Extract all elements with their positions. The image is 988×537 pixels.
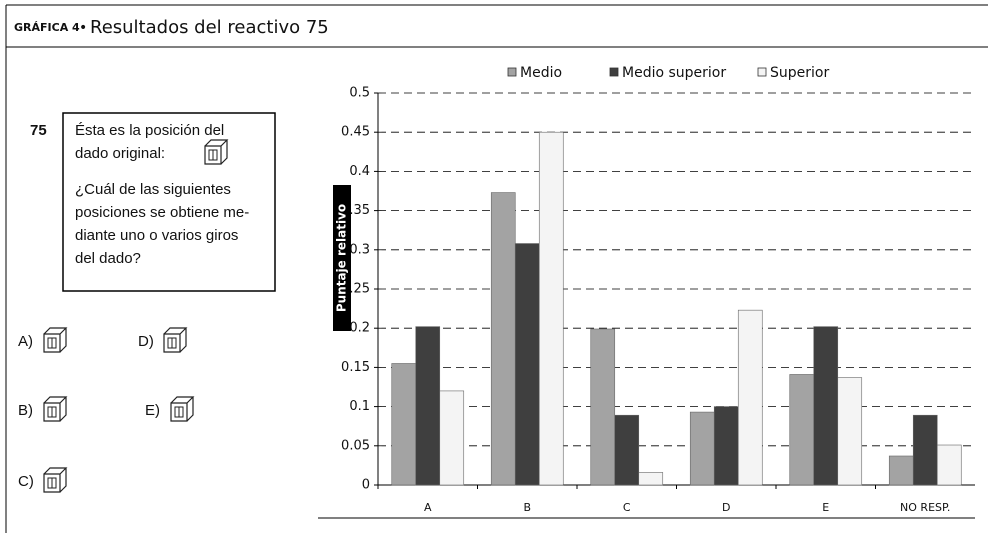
- bar: [590, 328, 616, 486]
- cube-icon: [43, 467, 68, 493]
- bar: [888, 455, 914, 486]
- figure-title: Resultados del reactivo 75: [90, 17, 329, 38]
- x-tick-label: C: [623, 501, 631, 514]
- y-tick-label: 0.05: [341, 438, 370, 453]
- cube-shape: [43, 327, 68, 353]
- cube-shape: [43, 467, 68, 493]
- y-tick-label: 0.5: [349, 86, 370, 101]
- legend-label: Medio: [520, 65, 562, 81]
- y-tick-label: 0.45: [341, 125, 370, 140]
- question-panel: 75 Ésta es la posición del dado original:…: [18, 112, 276, 493]
- cube-face: [47, 477, 57, 489]
- option-label: C): [18, 473, 34, 490]
- y-tick-label: 0.3: [349, 242, 370, 257]
- cube-icon: [204, 139, 229, 165]
- cube-shape: [204, 139, 229, 165]
- bar: [813, 326, 839, 486]
- bar: [912, 414, 938, 486]
- legend-label: Medio superior: [622, 65, 726, 81]
- cube-face: [208, 149, 218, 161]
- question-line: Ésta es la posición del: [75, 122, 224, 139]
- y-tick-label: 0: [362, 478, 370, 493]
- bar: [514, 243, 540, 486]
- option-label: E): [145, 402, 160, 419]
- bar: [614, 414, 640, 486]
- figure-label: GRÁFICA 4: [14, 21, 80, 34]
- bar: [837, 377, 863, 486]
- bar: [415, 326, 441, 486]
- x-tick-label: E: [822, 501, 829, 514]
- question-line: posiciones se obtiene me-: [75, 204, 249, 221]
- question-line: ¿Cuál de las siguientes: [75, 181, 231, 198]
- x-tick-label: NO RESP.: [900, 501, 950, 514]
- cube-shape: [170, 396, 195, 422]
- bar: [689, 411, 715, 486]
- legend-swatch: [609, 67, 619, 77]
- cube-shape: [163, 327, 188, 353]
- cube-icon: [170, 396, 195, 422]
- cube-face: [47, 406, 57, 418]
- y-tick-label: 0.1: [349, 399, 370, 414]
- x-tick-label: B: [523, 501, 531, 514]
- y-axis-label: Puntaje relativo: [335, 204, 349, 312]
- option-label: D): [138, 333, 154, 350]
- cube-icon: [163, 327, 188, 353]
- cube-icon: [43, 327, 68, 353]
- chart: 00.050.10.150.20.250.30.350.40.450.5Punt…: [318, 65, 975, 519]
- bar: [789, 374, 815, 486]
- question-box: [62, 112, 276, 292]
- y-tick-label: 0.15: [341, 360, 370, 375]
- y-tick-label: 0.2: [349, 321, 370, 336]
- option-label: B): [18, 402, 33, 419]
- bar: [538, 131, 564, 486]
- x-tick-label: A: [424, 501, 432, 514]
- bar: [439, 390, 465, 486]
- bar: [713, 406, 739, 486]
- legend-swatch: [507, 67, 517, 77]
- question-line: dado original:: [75, 145, 165, 162]
- cube-shape: [43, 396, 68, 422]
- bar: [490, 192, 516, 486]
- cube-face: [167, 337, 177, 349]
- x-tick-label: D: [722, 501, 730, 514]
- option-label: A): [18, 333, 33, 350]
- bar: [737, 309, 763, 486]
- legend-swatch: [757, 67, 767, 77]
- legend-label: Superior: [770, 65, 829, 81]
- bar: [391, 363, 417, 486]
- cube-icon: [43, 396, 68, 422]
- y-tick-label: 0.4: [349, 164, 370, 179]
- cube-face: [47, 337, 57, 349]
- bar: [638, 472, 664, 486]
- question-number: 75: [30, 122, 47, 139]
- bar: [936, 444, 962, 486]
- question-line: diante uno o varios giros: [75, 227, 238, 244]
- y-label-box: [333, 185, 351, 331]
- question-line: del dado?: [75, 250, 141, 267]
- cube-face: [174, 406, 184, 418]
- separator: •: [79, 20, 87, 36]
